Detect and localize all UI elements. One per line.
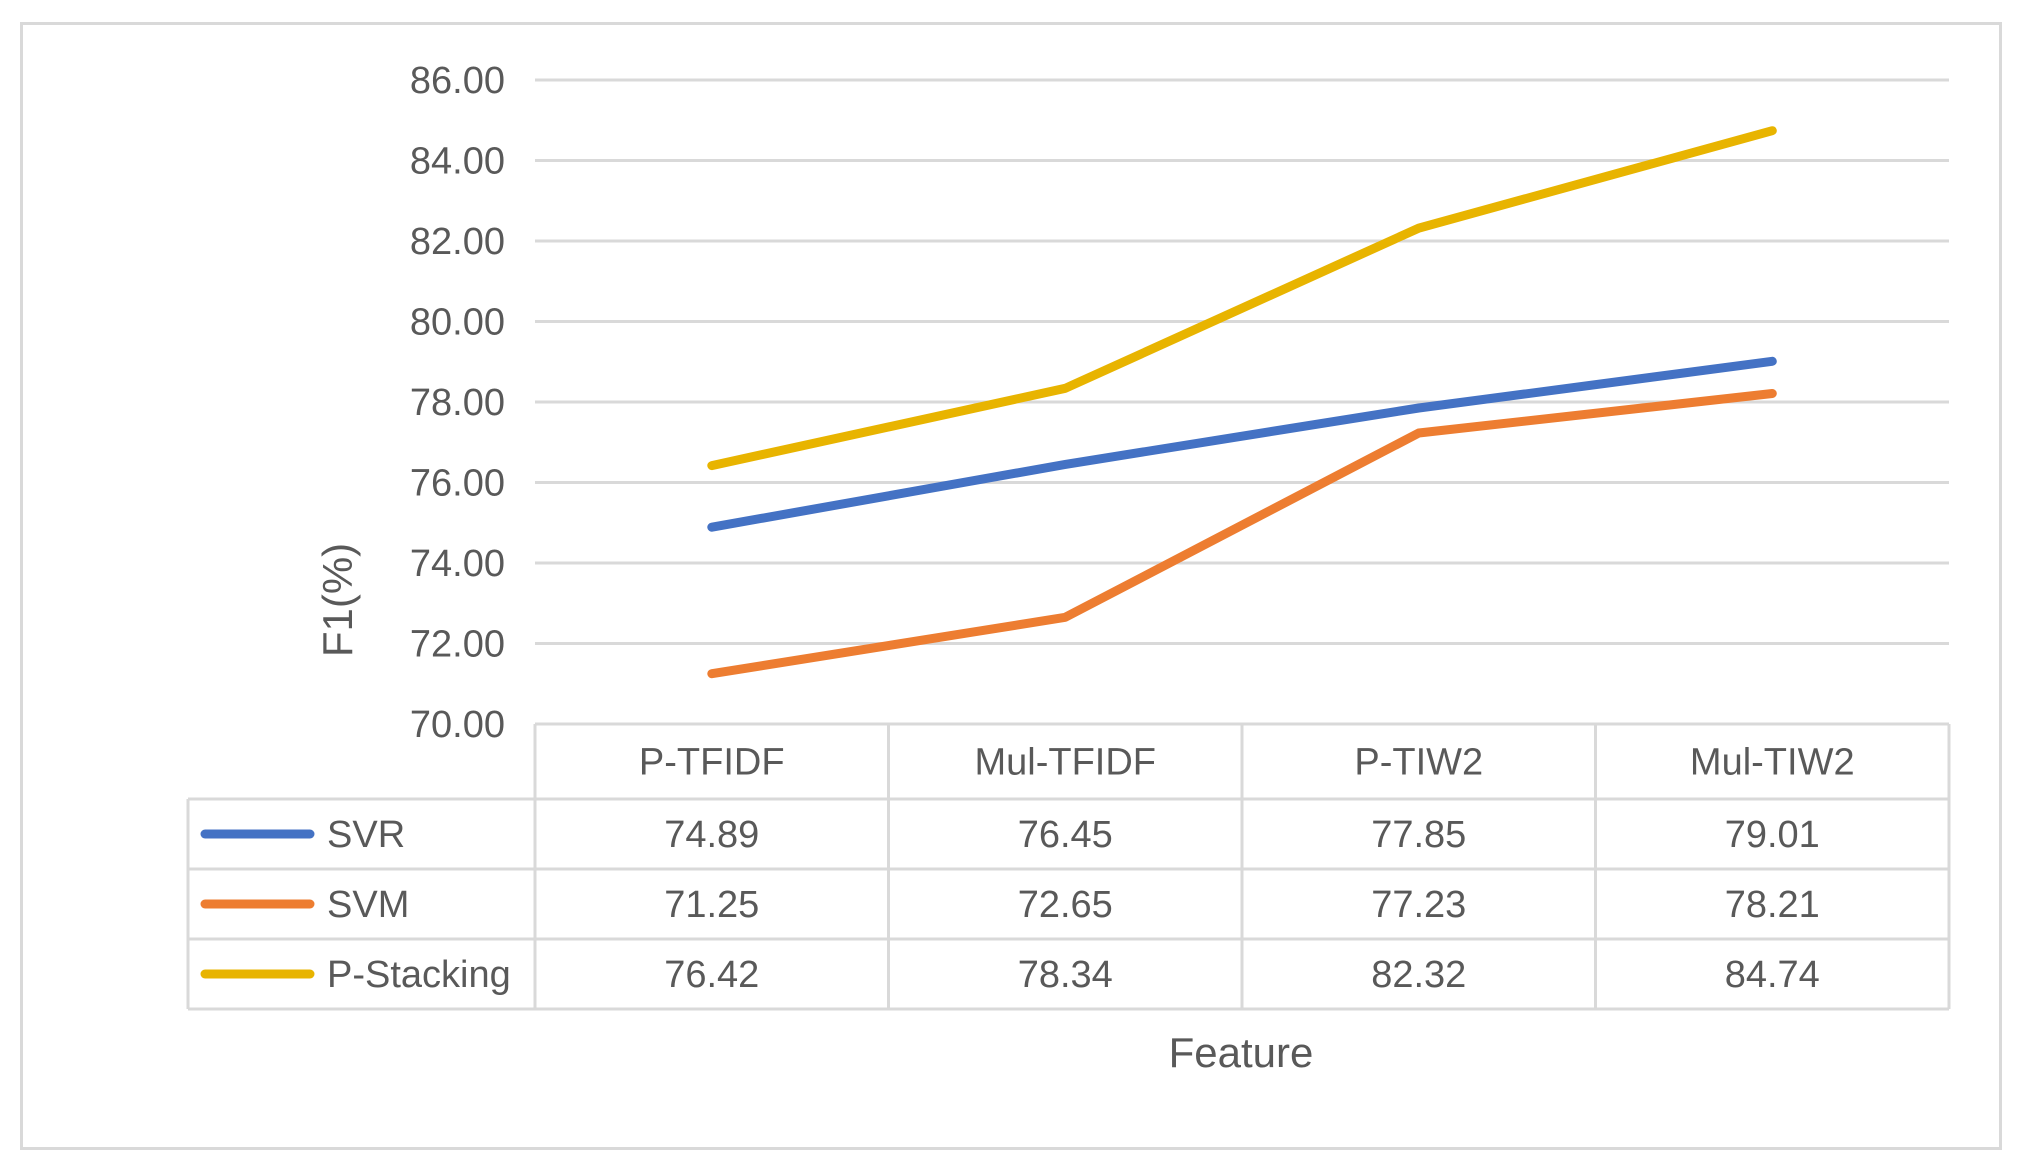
y-tick-label: 86.00: [410, 60, 505, 102]
chart-frame: [20, 22, 2002, 1150]
gridlines: [535, 78, 1949, 645]
x-axis-title: Feature: [1169, 1029, 1314, 1076]
data-label: 71.25: [664, 884, 759, 926]
y-tick-label: 74.00: [410, 543, 505, 585]
category-label: P-TFIDF: [639, 742, 785, 784]
series-lines: [707, 126, 1777, 679]
category-label: P-TIW2: [1354, 742, 1483, 784]
y-tick-label: 82.00: [410, 221, 505, 263]
data-label: 77.23: [1371, 884, 1466, 926]
legend-label: SVR: [327, 814, 405, 856]
data-table: P-TFIDF Mul-TFIDF P-TIW2 Mul-TIW2 SVR 74.89 76…: [186, 722, 1951, 1011]
y-tick-label: 78.00: [410, 382, 505, 424]
data-label: 74.89: [664, 814, 759, 856]
y-axis-ticks: 70.00 72.00 74.00 76.00 78.00 80.00 82.00 84.00…: [410, 60, 505, 746]
data-label: 76.45: [1018, 814, 1113, 856]
y-axis-title: F1(%): [314, 543, 361, 657]
series-line-svr: [707, 356, 1777, 532]
data-label: 78.21: [1725, 884, 1820, 926]
data-label: 84.74: [1725, 954, 1820, 996]
category-label: Mul-TFIDF: [974, 742, 1156, 784]
series-line-p-stacking: [707, 126, 1777, 471]
y-tick-label: 84.00: [410, 141, 505, 183]
category-label: Mul-TIW2: [1690, 742, 1855, 784]
data-label: 77.85: [1371, 814, 1466, 856]
data-label: 82.32: [1371, 954, 1466, 996]
data-label: 79.01: [1725, 814, 1820, 856]
data-label: 72.65: [1018, 884, 1113, 926]
y-tick-label: 70.00: [410, 704, 505, 746]
y-tick-label: 72.00: [410, 624, 505, 666]
y-tick-label: 80.00: [410, 302, 505, 344]
legend-label: P-Stacking: [327, 954, 511, 996]
legend-label: SVM: [327, 884, 409, 926]
y-tick-label: 76.00: [410, 463, 505, 505]
series-line-svm: [707, 389, 1777, 679]
data-label: 78.34: [1018, 954, 1113, 996]
data-label: 76.42: [664, 954, 759, 996]
